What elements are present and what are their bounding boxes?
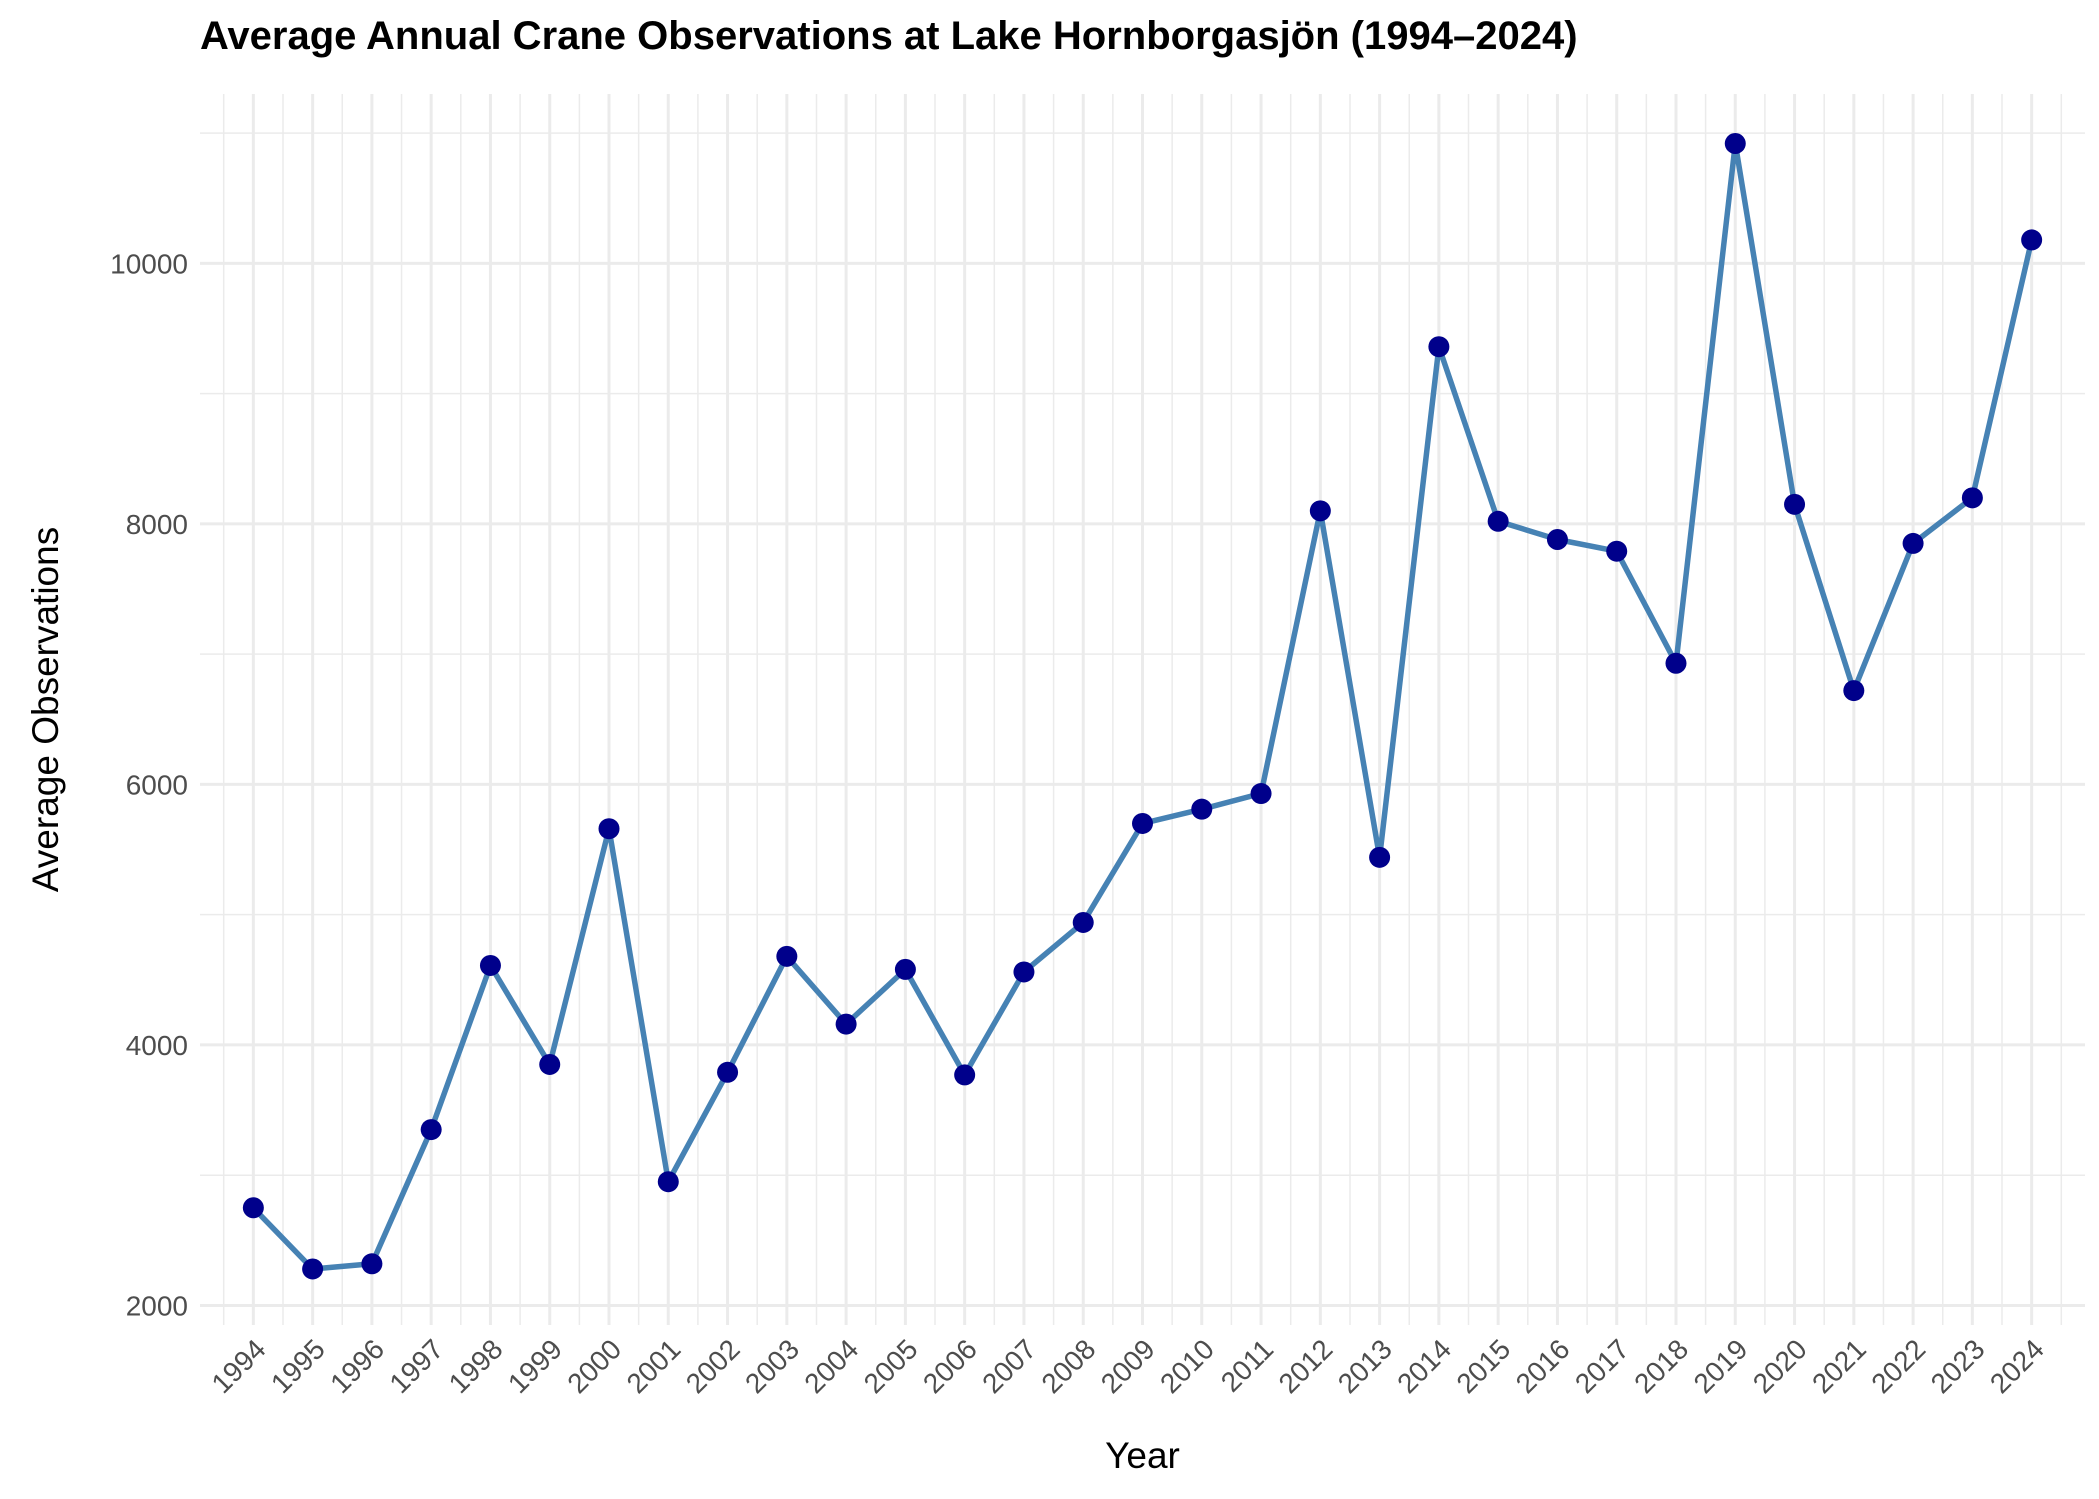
data-point [539,1053,561,1075]
data-point [1013,961,1035,983]
x-tick-label: 2008 [1035,1333,1101,1399]
data-point [1724,133,1746,155]
data-point [1961,487,1983,509]
data-point [1428,336,1450,358]
x-tick-label: 2023 [1925,1333,1991,1399]
x-tick-label: 2011 [1215,1333,1280,1398]
data-point [835,1013,857,1035]
data-point [302,1258,324,1280]
x-tick-label: 2000 [561,1333,627,1399]
x-tick-label: 2015 [1450,1333,1516,1399]
data-point [1309,500,1331,522]
data-point [1843,680,1865,702]
data-point [1606,540,1628,562]
major-gridlines [200,94,2085,1325]
data-point [776,945,798,967]
x-tick-label: 2002 [680,1333,746,1399]
data-point [1546,529,1568,551]
x-tick-label: 2007 [976,1333,1042,1399]
data-point [420,1119,442,1141]
y-axis-title: Average Observations [25,527,66,892]
x-axis-title: Year [1105,1435,1180,1476]
x-tick-label: 2010 [1154,1333,1220,1399]
x-tick-label: 2005 [858,1333,924,1399]
x-tick-label: 1994 [206,1333,272,1399]
points-layer [242,133,2043,1280]
x-tick-label: 2004 [798,1333,864,1399]
data-point [2021,229,2043,251]
y-tick-label: 8000 [126,509,188,540]
x-tick-label: 2016 [1510,1333,1576,1399]
x-tick-label: 2001 [621,1333,687,1399]
minor-gridlines [200,94,2085,1325]
data-point [242,1197,264,1219]
data-point [1191,798,1213,820]
x-tick-label: 1997 [383,1333,449,1399]
data-point [894,958,916,980]
x-tick-label: 2019 [1688,1333,1754,1399]
y-tick-label: 6000 [126,769,188,800]
data-point [1132,812,1153,834]
x-tick-label: 2012 [1273,1333,1339,1399]
x-tick-label: 2024 [1984,1333,2050,1399]
x-tick-label: 2013 [1332,1333,1398,1399]
y-tick-label: 10000 [110,248,188,279]
data-point [717,1061,739,1083]
x-tick-label: 2017 [1569,1333,1635,1399]
data-point [1072,911,1094,933]
y-tick-label: 4000 [126,1030,188,1061]
data-point [1250,783,1272,805]
data-point [657,1171,679,1193]
x-tick-label: 1996 [324,1333,390,1399]
x-tick-label: 2022 [1865,1333,1931,1399]
data-point [1369,846,1391,868]
data-point [1487,510,1509,532]
x-tick-label: 1999 [502,1333,568,1399]
data-point [598,818,620,840]
data-point [1665,652,1687,674]
x-tick-label: 1998 [443,1333,509,1399]
x-tick-label: 2003 [739,1333,805,1399]
data-point [954,1064,976,1086]
data-point [1902,532,1924,554]
x-tick-labels: 1994199519961997199819992000200120022003… [206,1333,2050,1399]
x-tick-label: 2009 [1095,1333,1161,1399]
data-point [361,1253,383,1275]
x-tick-label: 2021 [1806,1333,1872,1399]
y-tick-label: 2000 [126,1290,188,1321]
x-tick-label: 1995 [265,1333,331,1399]
x-tick-label: 2020 [1747,1333,1813,1399]
x-tick-label: 2014 [1391,1333,1457,1399]
data-point [1784,493,1806,515]
data-point [479,954,501,976]
y-tick-labels: 2000 4000 6000 8000 10000 [110,248,188,1321]
x-tick-label: 2006 [917,1333,983,1399]
x-tick-label: 2018 [1628,1333,1694,1399]
chart-title: Average Annual Crane Observations at Lak… [200,14,1578,58]
